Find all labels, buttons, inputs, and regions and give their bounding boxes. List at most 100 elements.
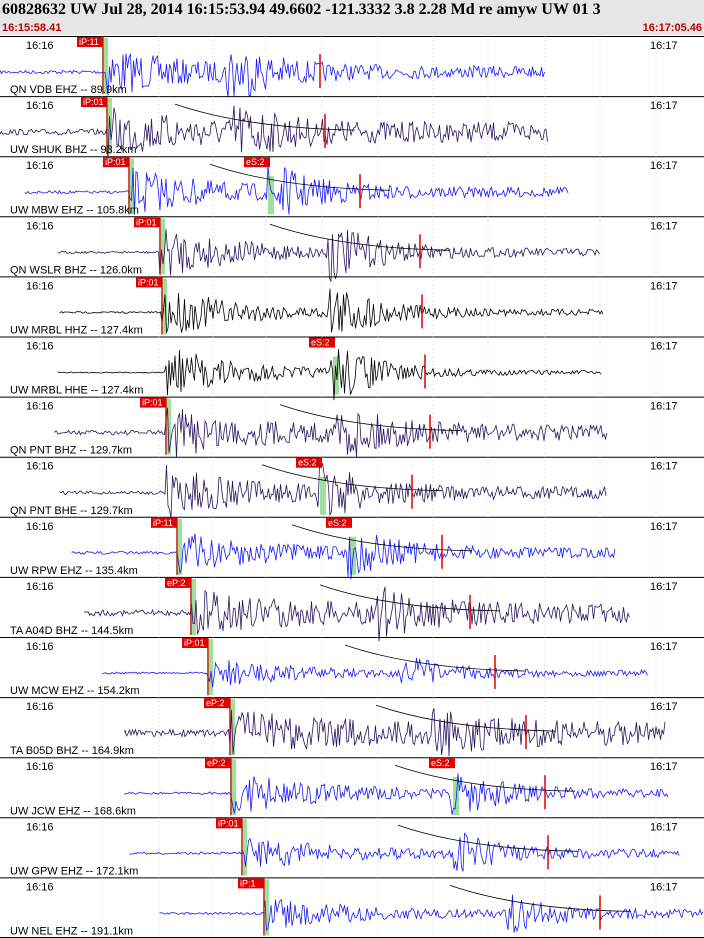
panel-start-time: 16:16 <box>26 40 54 52</box>
s-pick-label: eS:2 <box>431 758 450 768</box>
panel-end-time: 16:17 <box>650 100 678 112</box>
coda-curve <box>319 584 501 612</box>
panel-start-time: 16:16 <box>26 401 54 413</box>
panel-end-time: 16:17 <box>650 641 678 653</box>
p-pick-box <box>216 818 242 829</box>
waveform-trace <box>0 52 545 98</box>
panel-end-time: 16:17 <box>650 701 678 713</box>
panel-end-time: 16:17 <box>650 341 678 353</box>
window-end-time: 16:17:05.46 <box>642 22 702 34</box>
station-label: QN PNT BHE -- 129.7km <box>10 505 133 517</box>
coda-curve <box>375 704 557 732</box>
s-pick-band <box>320 476 326 515</box>
panel-start-time: 16:16 <box>26 461 54 473</box>
p-pick-label: iP:01 <box>136 217 157 227</box>
panel-start-time: 16:16 <box>26 280 54 292</box>
station-label: UW GPW EHZ -- 172.1km <box>10 865 138 877</box>
seismogram-panel: eP:2 16:16 16:17 TA A04D BHZ -- 144.5km <box>0 576 704 642</box>
coda-curve <box>449 885 631 912</box>
seismogram-panel: eP:2 eS:2 16:16 16:17 UW JCW EHZ -- 168.6km <box>0 757 704 818</box>
panel-end-time: 16:17 <box>650 40 678 52</box>
p-pick-box <box>81 97 107 108</box>
panel-end-time: 16:17 <box>650 761 678 773</box>
s-pick-band <box>333 356 339 395</box>
seismogram-panel: eP:2 16:16 16:17 TA B05D BHZ -- 164.9km <box>0 697 704 758</box>
panel-start-time: 16:16 <box>26 641 54 653</box>
p-pick-label: iP:1 <box>240 878 256 888</box>
waveform-trace <box>59 288 604 333</box>
waveform-trace <box>24 165 569 215</box>
p-pick-box <box>136 277 162 288</box>
p-pick-box <box>140 397 166 408</box>
s-pick-band <box>268 176 274 215</box>
p-pick-band <box>190 578 196 635</box>
panel-start-time: 16:16 <box>26 160 54 172</box>
panel-start-time: 16:16 <box>26 341 54 353</box>
waveform-trace <box>159 894 704 933</box>
panel-end-time: 16:17 <box>650 160 678 172</box>
waveform-trace <box>124 708 666 757</box>
station-label: UW RPW EHZ -- 135.4km <box>10 565 138 577</box>
coda-curve <box>261 464 443 492</box>
seismogram-panel: iP:01 16:16 16:17 QN PNT BHZ -- 129.7km <box>0 396 704 458</box>
p-pick-label: iP:01 <box>184 638 205 648</box>
station-label: TA A04D BHZ -- 144.5km <box>10 625 133 637</box>
panel-start-time: 16:16 <box>26 701 54 713</box>
p-pick-band <box>230 759 236 816</box>
station-label: TA B05D BHZ -- 164.9km <box>10 745 134 757</box>
waveform-trace <box>71 533 616 580</box>
p-pick-label: eP:2 <box>206 698 225 708</box>
coda-curve <box>269 223 451 251</box>
panel-end-time: 16:17 <box>650 401 678 413</box>
s-pick-box <box>429 758 455 769</box>
seismogram-panel: iP:01 16:16 16:17 UW GPW EHZ -- 172.1km <box>0 817 704 878</box>
p-pick-band <box>176 518 182 575</box>
coda-curve <box>279 404 461 431</box>
event-title: 60828632 UW Jul 28, 2014 16:15:53.94 49.… <box>2 1 601 18</box>
coda-curve <box>397 824 579 852</box>
coda-curve <box>394 764 576 792</box>
p-pick-label: iP:01 <box>83 97 104 107</box>
seismogram-panel: iP:01 16:16 16:17 UW SHUK BHZ -- 93.2km <box>0 96 704 160</box>
coda-curve <box>174 103 356 131</box>
waveform-trace <box>124 773 669 815</box>
p-pick-box <box>204 698 230 709</box>
p-pick-box <box>77 37 103 47</box>
panel-end-time: 16:17 <box>650 881 678 893</box>
seismogram-panel: eS:2 16:16 16:17 QN PNT BHE -- 129.7km <box>0 456 704 518</box>
panel-end-time: 16:17 <box>650 220 678 232</box>
waveform-trace <box>54 407 608 458</box>
waveform-trace <box>84 586 630 642</box>
p-pick-box <box>205 758 231 769</box>
panel-start-time: 16:16 <box>26 881 54 893</box>
p-pick-label: iP:01 <box>105 157 126 167</box>
station-label: UW JCW EHZ -- 168.6km <box>10 805 136 817</box>
panel-start-time: 16:16 <box>26 220 54 232</box>
panel-end-time: 16:17 <box>650 280 678 292</box>
p-pick-band <box>159 218 165 275</box>
p-pick-band <box>241 819 247 876</box>
panel-start-time: 16:16 <box>26 761 54 773</box>
s-pick-label: eS:2 <box>311 338 330 348</box>
panel-start-time: 16:16 <box>26 581 54 593</box>
waveform-trace <box>129 832 680 872</box>
p-pick-label: iP:01 <box>138 277 159 287</box>
p-pick-box <box>165 577 191 588</box>
seismogram-panel: iP:01 16:16 16:17 UW MCW EHZ -- 154.2km <box>0 637 704 698</box>
s-pick-box <box>309 337 335 348</box>
p-pick-box <box>103 157 129 168</box>
station-label: QN VDB EHZ -- 89.9km <box>10 84 127 96</box>
coda-curve <box>209 163 391 191</box>
p-pick-label: iP:11 <box>153 518 173 528</box>
station-label: UW MCW EHZ -- 154.2km <box>10 685 140 697</box>
seismogram-panel: iP:01 16:16 16:17 QN WSLR BHZ -- 126.0km <box>0 216 704 282</box>
p-pick-band <box>207 639 213 696</box>
seismogram-panel: iP:11 16:16 16:17 QN VDB EHZ -- 89.9km <box>0 36 704 98</box>
station-label: QN PNT BHZ -- 129.7km <box>10 445 132 457</box>
waveform-trace <box>102 657 648 688</box>
p-pick-box <box>238 878 264 889</box>
s-pick-box <box>244 157 270 168</box>
station-label: UW SHUK BHZ -- 93.2km <box>10 144 137 156</box>
seismogram-panel: iP:11 eS:2 16:16 16:17 UW RPW EHZ -- 135.4km <box>0 516 704 580</box>
